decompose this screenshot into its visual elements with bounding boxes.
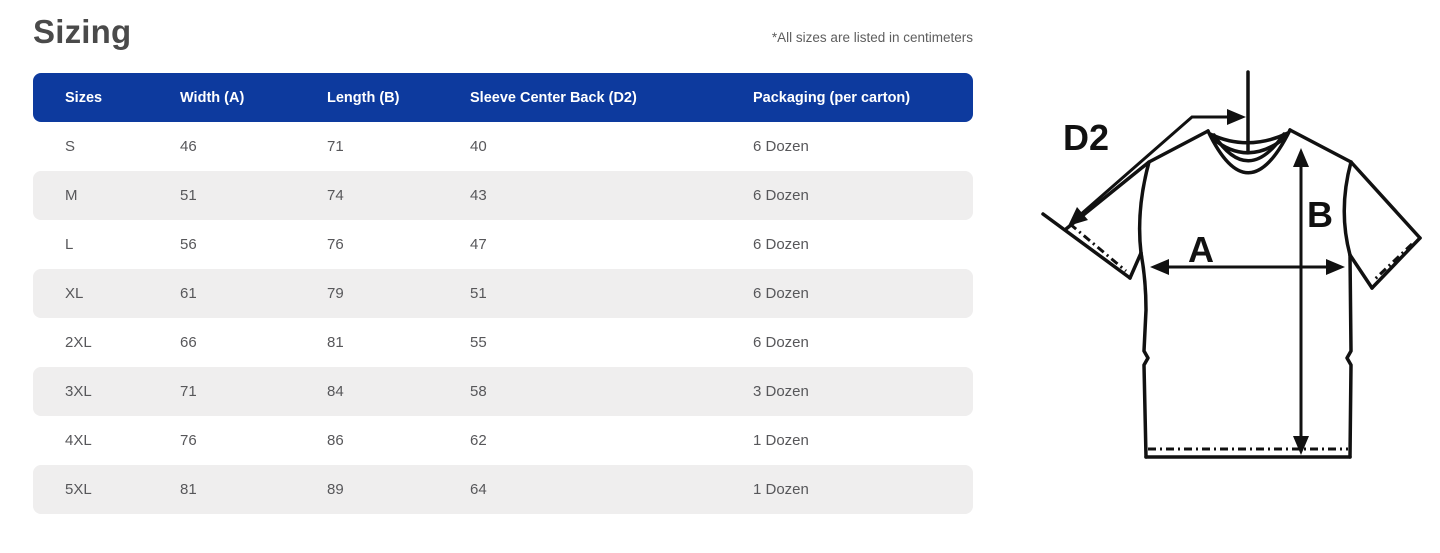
b-label: B bbox=[1307, 194, 1333, 235]
cell-size: 3XL bbox=[33, 367, 180, 416]
tshirt-outline bbox=[1041, 70, 1422, 459]
sizing-table: Sizes Width (A) Length (B) Sleeve Center… bbox=[33, 73, 973, 514]
cell-width: 56 bbox=[180, 236, 197, 253]
a-measure-arrow bbox=[1150, 259, 1345, 275]
cell-size: 4XL bbox=[65, 432, 92, 449]
table-row: L 56 76 47 6 Dozen bbox=[33, 220, 973, 269]
cell-packaging: 6 Dozen bbox=[753, 236, 809, 253]
units-note: *All sizes are listed in centimeters bbox=[771, 30, 973, 46]
cell-packaging: 1 Dozen bbox=[753, 432, 809, 449]
cell-size: 5XL bbox=[33, 465, 180, 514]
b-measure-arrow bbox=[1293, 148, 1309, 455]
cell-packaging: 6 Dozen bbox=[753, 269, 973, 318]
cell-length: 89 bbox=[327, 465, 470, 514]
table-body: S 46 71 40 6 Dozen M 51 74 43 6 Dozen L 56 76 47 6 Doz… bbox=[33, 122, 973, 514]
cell-size: L bbox=[65, 236, 74, 253]
cell-sleeve: 64 bbox=[470, 465, 753, 514]
table-row: S 46 71 40 6 Dozen bbox=[33, 122, 973, 171]
cell-sleeve: 43 bbox=[470, 171, 753, 220]
table-row: M 51 74 43 6 Dozen bbox=[33, 171, 973, 220]
table-row: 4XL 76 86 62 1 Dozen bbox=[33, 416, 973, 465]
cell-sleeve: 62 bbox=[470, 432, 487, 449]
cell-size: M bbox=[33, 171, 180, 220]
cell-size: XL bbox=[33, 269, 180, 318]
cell-width: 71 bbox=[180, 367, 327, 416]
right-sleeve-stitch-line bbox=[1372, 242, 1414, 282]
cell-width: 46 bbox=[180, 138, 197, 155]
cell-sleeve: 40 bbox=[470, 138, 487, 155]
cell-size: S bbox=[65, 138, 76, 155]
table-row: 3XL 71 84 58 3 Dozen bbox=[33, 367, 973, 416]
page-title: Sizing bbox=[33, 13, 132, 50]
column-header-sizes: Sizes bbox=[33, 73, 180, 122]
cell-size: 2XL bbox=[65, 334, 92, 351]
d2-label: D2 bbox=[1063, 117, 1109, 158]
cell-length: 79 bbox=[327, 269, 470, 318]
d2-measure-arrow bbox=[1068, 109, 1246, 226]
cell-sleeve: 58 bbox=[470, 367, 753, 416]
cell-sleeve: 55 bbox=[470, 334, 487, 351]
table-row: 2XL 66 81 55 6 Dozen bbox=[33, 318, 973, 367]
column-header-packaging: Packaging (per carton) bbox=[753, 73, 973, 122]
cell-sleeve: 47 bbox=[470, 236, 487, 253]
cell-packaging: 6 Dozen bbox=[753, 334, 809, 351]
cell-width: 81 bbox=[180, 465, 327, 514]
column-header-width: Width (A) bbox=[180, 73, 327, 122]
table-row: 5XL 81 89 64 1 Dozen bbox=[33, 465, 973, 514]
cell-width: 66 bbox=[180, 334, 197, 351]
cell-length: 71 bbox=[327, 138, 344, 155]
cell-length: 84 bbox=[327, 367, 470, 416]
section-header: Sizing *All sizes are listed in centimet… bbox=[33, 11, 973, 52]
cell-length: 86 bbox=[327, 432, 344, 449]
cell-packaging: 3 Dozen bbox=[753, 367, 973, 416]
cell-width: 61 bbox=[180, 269, 327, 318]
column-header-sleeve: Sleeve Center Back (D2) bbox=[470, 73, 753, 122]
cell-width: 51 bbox=[180, 171, 327, 220]
cell-packaging: 6 Dozen bbox=[753, 171, 973, 220]
cell-packaging: 1 Dozen bbox=[753, 465, 973, 514]
cell-sleeve: 51 bbox=[470, 269, 753, 318]
cell-length: 76 bbox=[327, 236, 344, 253]
cell-packaging: 6 Dozen bbox=[753, 138, 809, 155]
table-row: XL 61 79 51 6 Dozen bbox=[33, 269, 973, 318]
tshirt-measurement-diagram: D2 A B bbox=[1041, 70, 1422, 459]
column-header-length: Length (B) bbox=[327, 73, 470, 122]
cell-width: 76 bbox=[180, 432, 197, 449]
table-header-row: Sizes Width (A) Length (B) Sleeve Center… bbox=[33, 73, 973, 122]
cell-length: 81 bbox=[327, 334, 344, 351]
cell-length: 74 bbox=[327, 171, 470, 220]
a-label: A bbox=[1188, 229, 1214, 270]
left-sleeve-stitch-line bbox=[1069, 222, 1127, 273]
